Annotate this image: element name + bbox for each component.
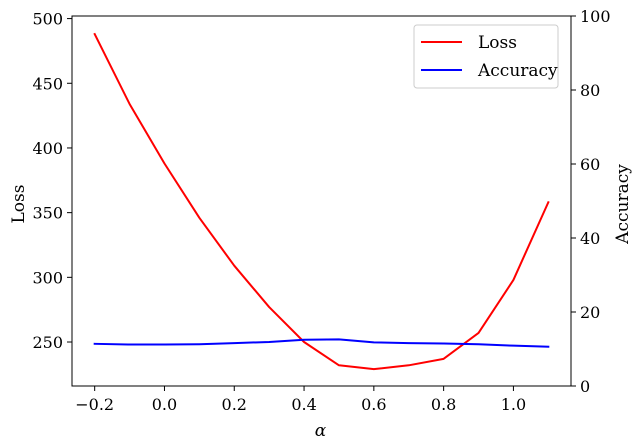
x-tick-label: 0.2 <box>222 395 247 414</box>
right-y-tick-label: 20 <box>580 303 600 322</box>
right-y-tick-label: 100 <box>580 7 611 26</box>
x-tick-label: 0.6 <box>361 395 386 414</box>
left-y-tick-label: 300 <box>32 268 63 287</box>
axes: −0.2 0.0 0.2 0.4 0.6 0.8 1.0250300350400450500… <box>32 7 610 414</box>
right-y-axis-label: Accuracy <box>613 164 633 245</box>
legend: Loss Accuracy <box>413 24 559 89</box>
legend-label-accuracy: Accuracy <box>477 61 558 81</box>
plot-area <box>93 32 550 371</box>
left-y-tick-label: 350 <box>32 204 63 223</box>
left-y-axis-label: Loss <box>9 185 29 224</box>
series-line-accuracy <box>93 338 550 348</box>
right-y-tick-label: 0 <box>580 377 590 396</box>
left-y-tick-label: 400 <box>32 139 63 158</box>
legend-frame <box>413 24 559 89</box>
left-y-tick-label: 500 <box>32 10 63 29</box>
x-tick-label: −0.2 <box>75 395 114 414</box>
x-axis-label: α <box>315 421 327 441</box>
left-y-tick-label: 450 <box>32 74 63 93</box>
x-tick-label: 0.4 <box>291 395 316 414</box>
x-tick-label: 1.0 <box>501 395 526 414</box>
right-y-tick-label: 60 <box>580 155 600 174</box>
legend-label-loss: Loss <box>478 33 517 53</box>
series-line-loss <box>93 32 550 371</box>
left-y-tick-label: 250 <box>32 333 63 352</box>
x-tick-label: 0.0 <box>152 395 177 414</box>
x-tick-label: 0.8 <box>431 395 456 414</box>
right-y-tick-label: 80 <box>580 81 600 100</box>
plot-frame <box>71 15 572 387</box>
right-y-tick-label: 40 <box>580 229 600 248</box>
